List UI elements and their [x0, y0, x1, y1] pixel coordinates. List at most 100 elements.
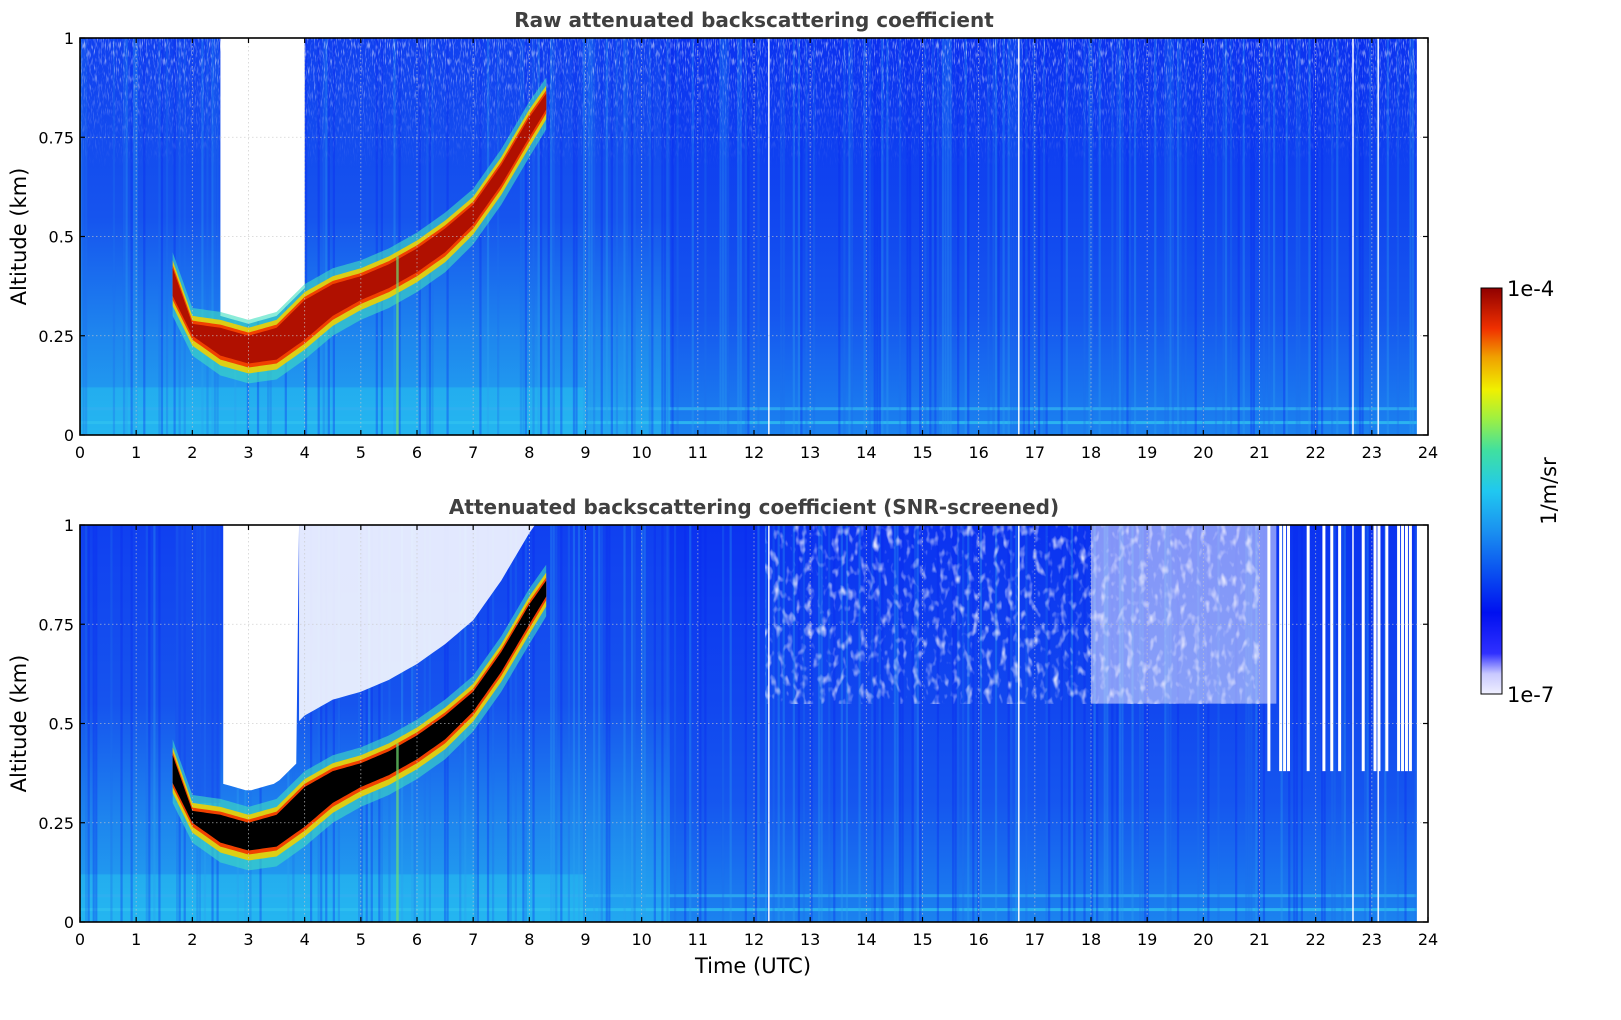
heatmap-column: [1250, 525, 1253, 922]
heatmap-column: [1073, 525, 1076, 922]
heatmap-column: [1121, 525, 1124, 922]
x-tick-label: 5: [356, 443, 366, 462]
heatmap-column: [332, 525, 335, 922]
heatmap-column: [1217, 525, 1220, 922]
screened-gap: [1279, 525, 1283, 772]
x-tick-label: 16: [968, 443, 988, 462]
screened-gap: [1283, 525, 1287, 772]
screened-gap: [1267, 525, 1271, 772]
heatmap-column: [820, 525, 823, 922]
y-tick-label: 1: [64, 29, 74, 48]
heatmap-column: [833, 525, 836, 922]
data-gap: [1017, 38, 1020, 435]
clear-sky-region: [223, 525, 300, 791]
x-tick-label: 24: [1418, 443, 1438, 462]
screened-gap: [1408, 525, 1412, 772]
heatmap-ground-band: [80, 421, 1417, 425]
screened-gap: [1322, 525, 1326, 772]
data-gap: [1017, 525, 1020, 922]
heatmap-column: [810, 525, 813, 922]
x-tick-label: 13: [800, 443, 820, 462]
heatmap-column: [1300, 525, 1303, 922]
heatmap-column: [873, 525, 876, 922]
y-tick-label: 1: [64, 516, 74, 535]
heatmap-column: [757, 525, 760, 922]
heatmap-ground-band: [80, 908, 1417, 912]
x-tick-label: 22: [1305, 443, 1325, 462]
heatmap-column: [1166, 525, 1170, 922]
x-tick-label: 11: [688, 930, 708, 949]
heatmap-column: [1414, 525, 1417, 922]
heatmap-column: [893, 525, 897, 922]
x-tick-label: 7: [468, 930, 478, 949]
heatmap-column: [954, 525, 957, 922]
x-tick-label: 12: [744, 930, 764, 949]
y-axis-label: Altitude (km): [7, 655, 31, 793]
heatmap-column: [572, 525, 576, 922]
y-tick-label: 0.25: [38, 814, 74, 833]
heatmap-column: [378, 525, 381, 922]
y-tick-label: 0.75: [38, 128, 74, 147]
data-gap: [1377, 525, 1380, 922]
y-tick-label: 0.5: [49, 228, 74, 247]
x-tick-label: 2: [187, 930, 197, 949]
x-tick-label: 8: [524, 930, 534, 949]
heatmap-column: [550, 525, 553, 922]
x-tick-label: 24: [1418, 930, 1438, 949]
heatmap-column: [514, 525, 517, 922]
x-tick-label: 21: [1249, 930, 1269, 949]
heatmap-column: [1169, 525, 1172, 922]
heatmap-column: [1245, 525, 1248, 922]
heatmap-column: [653, 525, 656, 922]
screened-gap: [1338, 525, 1342, 772]
colorbar: 1e-4 1e-7 1/m/sr: [1480, 277, 1561, 707]
heatmap-column: [120, 525, 123, 922]
heatmap-column: [1333, 525, 1336, 922]
heatmap-column: [130, 525, 133, 922]
x-tick-label: 19: [1137, 930, 1157, 949]
x-tick-label: 10: [631, 443, 651, 462]
layer-core: [172, 580, 547, 851]
x-tick-label: 20: [1193, 930, 1213, 949]
x-tick-label: 17: [1025, 930, 1045, 949]
screened-gap: [1397, 525, 1401, 772]
heatmap-column: [721, 525, 725, 922]
x-tick-label: 16: [968, 930, 988, 949]
x-tick-label: 0: [75, 930, 85, 949]
screened-gap: [1306, 525, 1310, 772]
x-tick-label: 10: [631, 930, 651, 949]
heatmap-column: [845, 525, 849, 922]
x-tick-label: 0: [75, 443, 85, 462]
heatmap-column: [1341, 525, 1344, 922]
panel-screened: 0 1 2 3 4 5 6 7 8 9 10 11 12 13 14 15 16 17 18 19 20 21 22 23 24…: [7, 495, 1438, 978]
heatmap-column: [92, 525, 95, 922]
heatmap-column: [962, 525, 965, 922]
screened-gap: [1404, 525, 1408, 772]
heatmap-column: [310, 525, 313, 922]
screened-gap: [1401, 525, 1405, 772]
heatmap-column: [598, 525, 601, 922]
x-tick-label: 23: [1362, 930, 1382, 949]
heatmap-column: [1366, 525, 1369, 922]
heatmap-column: [878, 525, 881, 922]
heatmap-column: [1257, 525, 1261, 922]
heatmap-column: [661, 525, 664, 922]
chart-title: Attenuated backscattering coefficient (S…: [449, 495, 1059, 519]
layer-core: [172, 93, 547, 364]
heatmap-column: [729, 525, 732, 922]
screened-gap: [1361, 525, 1365, 772]
heatmap-column: [666, 525, 669, 922]
heatmap-column: [317, 525, 320, 922]
heatmap-column: [936, 525, 940, 922]
x-tick-label: 12: [744, 443, 764, 462]
heatmap-column: [914, 525, 917, 922]
x-tick-label: 18: [1081, 930, 1101, 949]
heatmap-near-ground: [80, 387, 586, 435]
heatmap-column: [1262, 525, 1266, 922]
x-tick-label: 9: [580, 443, 590, 462]
heatmap-ground-band: [80, 894, 1417, 898]
heatmap-column: [337, 525, 341, 922]
heatmap-column: [1070, 525, 1073, 922]
heatmap-column: [689, 525, 692, 922]
